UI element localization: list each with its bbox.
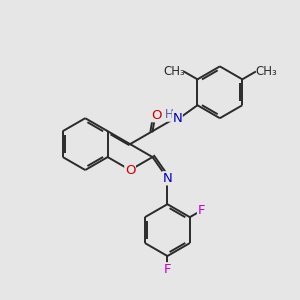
Text: N: N — [163, 172, 172, 185]
Text: N: N — [172, 112, 182, 125]
Text: F: F — [164, 263, 171, 276]
Text: CH₃: CH₃ — [255, 65, 277, 79]
Text: O: O — [152, 109, 162, 122]
Text: CH₃: CH₃ — [163, 65, 185, 79]
Text: H: H — [165, 108, 174, 121]
Text: O: O — [125, 164, 135, 176]
Text: F: F — [198, 204, 205, 217]
